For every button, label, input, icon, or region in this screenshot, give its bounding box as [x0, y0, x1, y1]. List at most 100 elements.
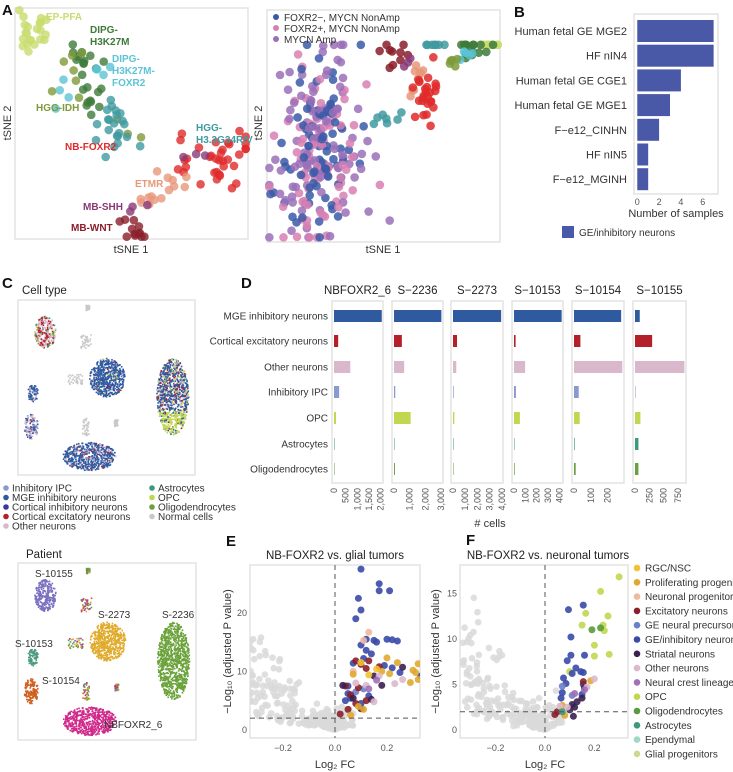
cell-point [105, 378, 108, 380]
cell-point [167, 649, 170, 651]
cell-point [79, 462, 81, 464]
tsne-point [276, 166, 286, 175]
tsne-point [315, 74, 325, 84]
cell-point [108, 640, 111, 642]
cell-point [171, 389, 174, 391]
cell-point [42, 595, 44, 597]
cell-point [166, 653, 169, 656]
cell-point [160, 373, 162, 376]
cell-point [182, 402, 184, 404]
cell-point [162, 387, 165, 390]
cell-point [112, 652, 115, 655]
cell-point [172, 364, 174, 367]
cell-point [160, 370, 163, 372]
cell-point [86, 457, 89, 459]
cell-point [30, 398, 32, 400]
cell-point [30, 387, 33, 390]
cell-point [42, 316, 45, 318]
cell-point [87, 462, 90, 465]
cell-point [76, 443, 78, 446]
cell-point [46, 327, 49, 329]
category-label: HF nIN4 [586, 51, 627, 63]
cell-point [159, 664, 161, 667]
cell-point [71, 456, 73, 459]
cell-point [114, 635, 117, 638]
cell-point [82, 460, 85, 463]
cell-point [169, 656, 171, 658]
cell-point [122, 384, 124, 386]
cell-point [172, 431, 174, 433]
cell-point [105, 454, 108, 456]
cell-point [80, 460, 83, 462]
cell-point [171, 662, 173, 665]
cell-point [76, 381, 78, 384]
cell-point [168, 406, 171, 409]
cell-point [187, 651, 190, 654]
cell-point [165, 417, 167, 420]
cell-point [108, 634, 111, 636]
cell-point [161, 394, 163, 397]
cell-point [100, 381, 103, 383]
panel-letter-b: B [514, 4, 525, 21]
cell-point [185, 411, 188, 413]
cell-point [68, 374, 71, 376]
cell-point [108, 651, 110, 654]
cell-point [174, 380, 177, 382]
cell-point [111, 460, 114, 463]
cell-point [80, 456, 83, 458]
tsne-point [338, 73, 348, 83]
cell-point [83, 425, 86, 428]
cell-point [67, 455, 70, 457]
cell-point [182, 417, 184, 419]
bar [637, 168, 649, 191]
cell-point [187, 664, 190, 666]
cell-point [180, 641, 183, 644]
cell-point [122, 639, 124, 642]
tsne-point [429, 53, 438, 62]
cell-point [81, 375, 84, 377]
cell-point [69, 460, 72, 463]
cell-point [86, 446, 88, 448]
cell-point [94, 447, 96, 449]
cell-point [42, 587, 45, 590]
cell-point [73, 444, 76, 447]
cell-point [187, 648, 190, 650]
cell-point [94, 450, 96, 452]
cell-point [109, 450, 112, 453]
cell-point [176, 432, 178, 434]
cell-point [158, 415, 161, 417]
cell-point [182, 657, 185, 660]
cell-point [107, 449, 110, 452]
cell-point [24, 420, 27, 423]
cell-point [117, 647, 119, 649]
cell-point [40, 321, 43, 324]
cell-point [167, 630, 170, 633]
cell-point [42, 326, 45, 329]
cell-point [83, 427, 85, 429]
tsne-point [288, 182, 298, 191]
cell-point [185, 640, 188, 642]
cell-point [123, 638, 125, 640]
tsne-point [114, 128, 124, 138]
cell-point [42, 602, 45, 605]
cell-point [114, 391, 117, 394]
cell-point [167, 651, 169, 654]
cell-point [73, 446, 75, 449]
tsne-point [393, 115, 402, 124]
cell-point [103, 364, 106, 366]
cell-point [41, 581, 44, 584]
cell-point [180, 686, 183, 689]
cell-point [97, 390, 99, 392]
cell-point [98, 366, 100, 369]
cell-point [87, 341, 90, 343]
cell-point [160, 403, 162, 406]
cell-point [31, 432, 33, 435]
cell-point [166, 400, 168, 402]
cell-point [24, 430, 26, 432]
cell-point [106, 371, 109, 374]
cell-point [175, 657, 177, 660]
cell-point [91, 443, 93, 446]
cluster-label: DIPG-H3K27M-FOXR2 [112, 54, 155, 89]
tsne-point [99, 57, 109, 66]
